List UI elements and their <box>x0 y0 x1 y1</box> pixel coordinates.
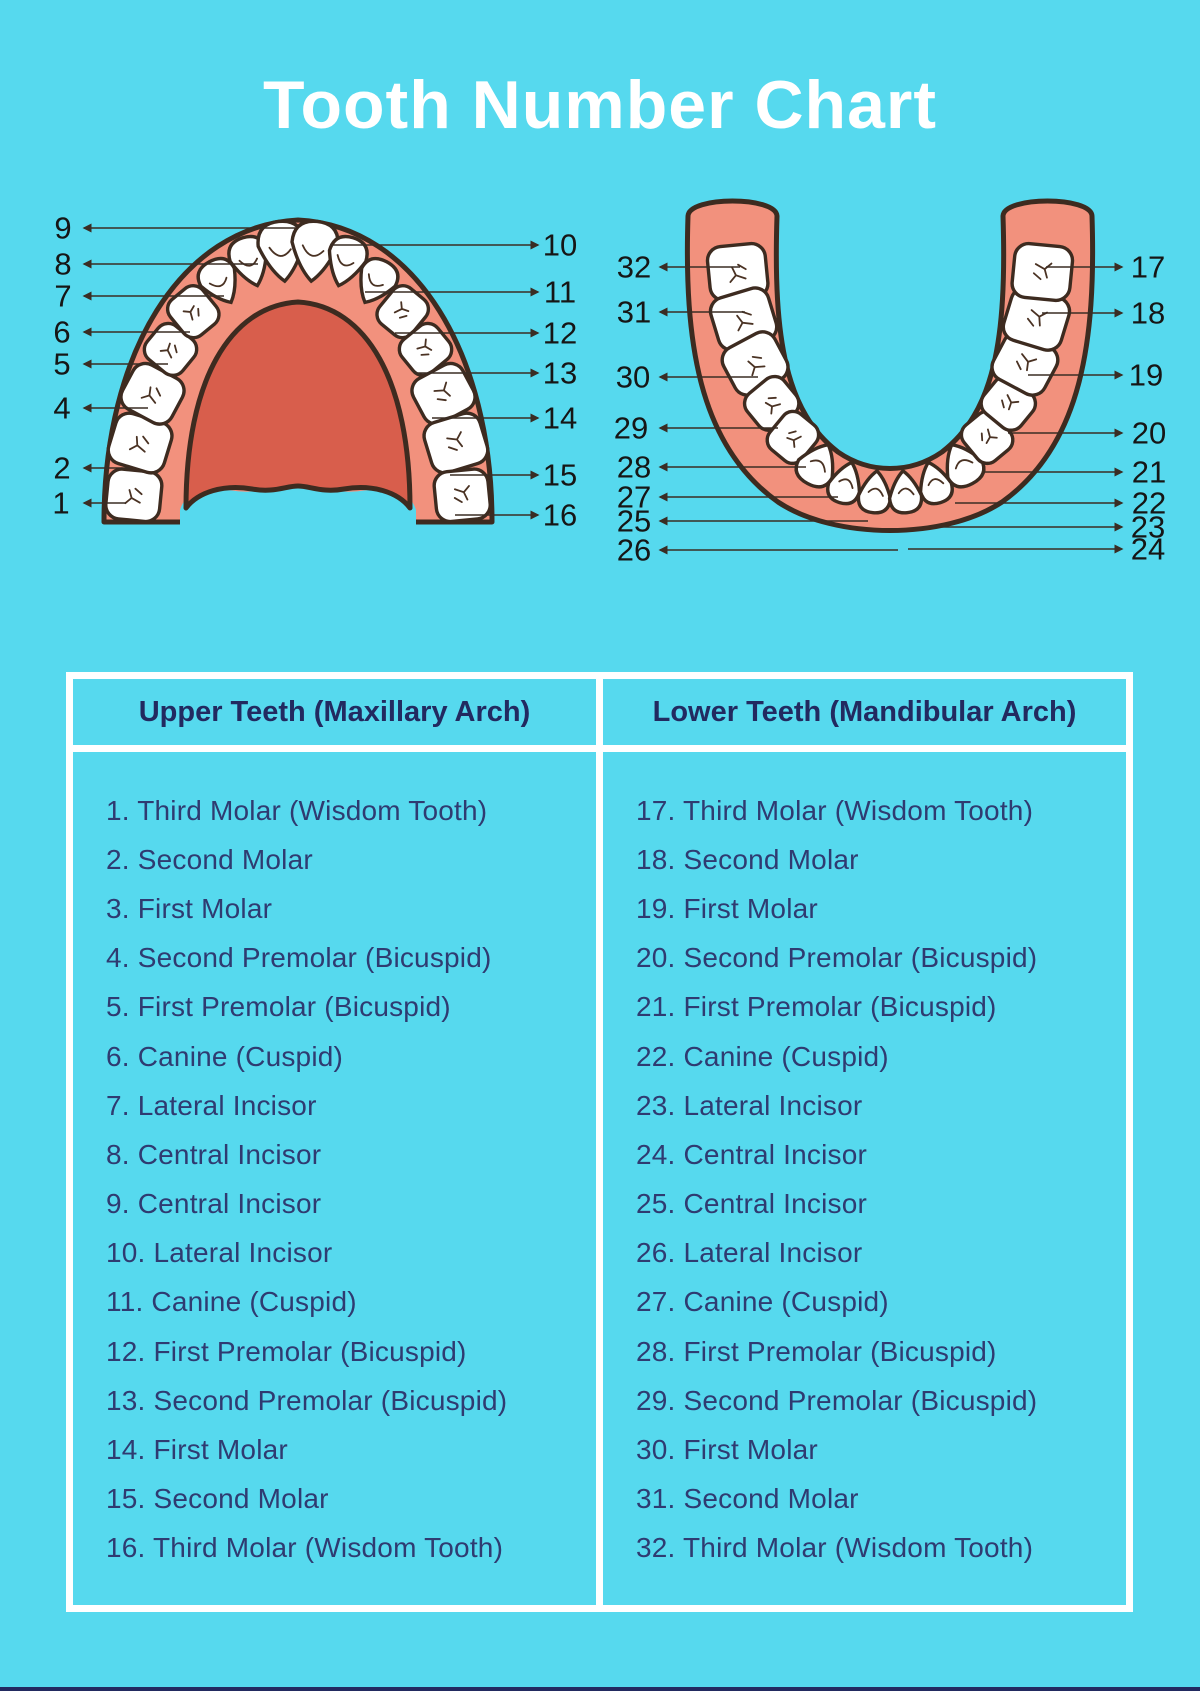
tooth-row: 17. Third Molar (Wisdom Tooth) <box>636 794 1034 826</box>
page-title: Tooth Number Chart <box>262 67 938 143</box>
tooth-number-label-11: 11 <box>543 274 577 310</box>
tooth-row: 4. Second Premolar (Bicuspid) <box>106 942 492 974</box>
tooth-shape <box>104 467 164 524</box>
tooth-row: 28. First Premolar (Bicuspid) <box>636 1335 997 1367</box>
tooth-row: 25. Central Incisor <box>636 1188 868 1220</box>
tooth-shape <box>165 284 221 340</box>
tooth-number-label-8: 8 <box>54 246 72 282</box>
tooth-row: 30. First Molar <box>636 1434 818 1466</box>
tooth-shape <box>794 442 835 489</box>
tooth-row: 20. Second Premolar (Bicuspid) <box>636 942 1038 974</box>
tooth-number-label-19: 19 <box>1128 357 1164 393</box>
tooth-row: 8. Central Incisor <box>106 1138 322 1170</box>
leader-lines <box>82 223 1124 555</box>
tooth-row: 31. Second Molar <box>636 1483 859 1515</box>
tooth-row: 6. Canine (Cuspid) <box>106 1040 344 1072</box>
tooth-number-label-12: 12 <box>542 315 578 351</box>
tooth-number-label-7: 7 <box>54 278 72 314</box>
tooth-number-label-2: 2 <box>53 450 71 486</box>
upper-teeth-list: 1. Third Molar (Wisdom Tooth) 2. Second M… <box>73 752 596 1605</box>
tooth-number-label-5: 5 <box>53 346 71 382</box>
tooth-number-label-13: 13 <box>542 355 578 391</box>
lower-teeth-header: Lower Teeth (Mandibular Arch) <box>603 679 1126 745</box>
upper-teeth-header: Upper Teeth (Maxillary Arch) <box>73 679 596 745</box>
tooth-row: 18. Second Molar <box>636 843 859 875</box>
tooth-shape <box>887 468 924 515</box>
tooth-shape <box>1001 286 1072 352</box>
tooth-number-label-24: 24 <box>1130 531 1166 567</box>
tooth-row: 15. Second Molar <box>106 1483 329 1515</box>
bottom-accent-bar <box>0 1687 1200 1691</box>
tooth-row: 3. First Molar <box>106 892 273 924</box>
tooth-number-label-18: 18 <box>1130 295 1166 331</box>
tooth-number-label-27: 27 <box>616 479 652 515</box>
tooth-number-label-6: 6 <box>53 314 71 350</box>
tooth-row: 12. First Premolar (Bicuspid) <box>106 1335 467 1367</box>
tooth-row: 26. Lateral Incisor <box>636 1237 863 1269</box>
tooth-shape <box>826 460 862 506</box>
tooth-row: 29. Second Premolar (Bicuspid) <box>636 1384 1038 1416</box>
tooth-number-label-28: 28 <box>616 449 652 485</box>
tooth-row: 14. First Molar <box>106 1434 288 1466</box>
tooth-number-label-16: 16 <box>542 497 578 533</box>
tooth-row: 22. Canine (Cuspid) <box>636 1040 889 1072</box>
tooth-row: 10. Lateral Incisor <box>106 1237 333 1269</box>
tooth-shape <box>432 467 492 524</box>
tooth-number-label-9: 9 <box>54 210 72 246</box>
tooth-number-table: Upper Teeth (Maxillary Arch) Lower Teeth… <box>66 672 1133 1612</box>
tooth-row: 2. Second Molar <box>106 843 313 875</box>
tooth-number-label-4: 4 <box>53 390 71 426</box>
tooth-number-label-30: 30 <box>615 359 651 395</box>
tooth-number-label-26: 26 <box>616 532 652 568</box>
tooth-row: 13. Second Premolar (Bicuspid) <box>106 1384 508 1416</box>
lower-arch-occlusal-view <box>684 198 1096 533</box>
tooth-row: 9. Central Incisor <box>106 1188 322 1220</box>
tooth-row: 5. First Premolar (Bicuspid) <box>106 991 451 1023</box>
tooth-number-label-25: 25 <box>616 503 652 539</box>
tooth-row: 27. Canine (Cuspid) <box>636 1286 889 1318</box>
lower-teeth-list: 17. Third Molar (Wisdom Tooth) 18. Second… <box>603 752 1126 1605</box>
tooth-number-label-17: 17 <box>1130 249 1166 285</box>
arch-artwork <box>82 198 1124 555</box>
tooth-row: 16. Third Molar (Wisdom Tooth) <box>106 1532 504 1564</box>
tooth-shape <box>1010 241 1075 303</box>
tooth-number-label-23: 23 <box>1130 509 1166 545</box>
tooth-number-label-22: 22 <box>1131 485 1167 521</box>
tooth-number-label-14: 14 <box>542 400 578 436</box>
tooth-row: 24. Central Incisor <box>636 1138 868 1170</box>
tooth-number-label-32: 32 <box>616 249 652 285</box>
arch-diagrams: 9 8 7 6 5 4 2 1 10 11 12 13 14 15 16 32 31 30 29 28 27 25 26 17… <box>0 190 1200 580</box>
tooth-row: 32. Third Molar (Wisdom Tooth) <box>636 1532 1034 1564</box>
tooth-row: 23. Lateral Incisor <box>636 1089 863 1121</box>
tooth-number-label-1: 1 <box>52 485 70 521</box>
tooth-number-label-20: 20 <box>1131 415 1167 451</box>
tooth-number-label-21: 21 <box>1131 454 1167 490</box>
tooth-row: 11. Canine (Cuspid) <box>106 1286 357 1318</box>
tooth-number-label-10: 10 <box>542 227 578 263</box>
tooth-row: 7. Lateral Incisor <box>106 1089 317 1121</box>
tooth-number-label-29: 29 <box>613 410 649 446</box>
tooth-number-label-15: 15 <box>542 457 578 493</box>
tooth-row: 1. Third Molar (Wisdom Tooth) <box>106 794 488 826</box>
tooth-number-label-31: 31 <box>616 294 652 330</box>
tooth-row: 21. First Premolar (Bicuspid) <box>636 991 997 1023</box>
tooth-shape <box>106 411 174 475</box>
tooth-row: 19. First Molar <box>636 892 818 924</box>
tooth-shape <box>918 460 954 506</box>
